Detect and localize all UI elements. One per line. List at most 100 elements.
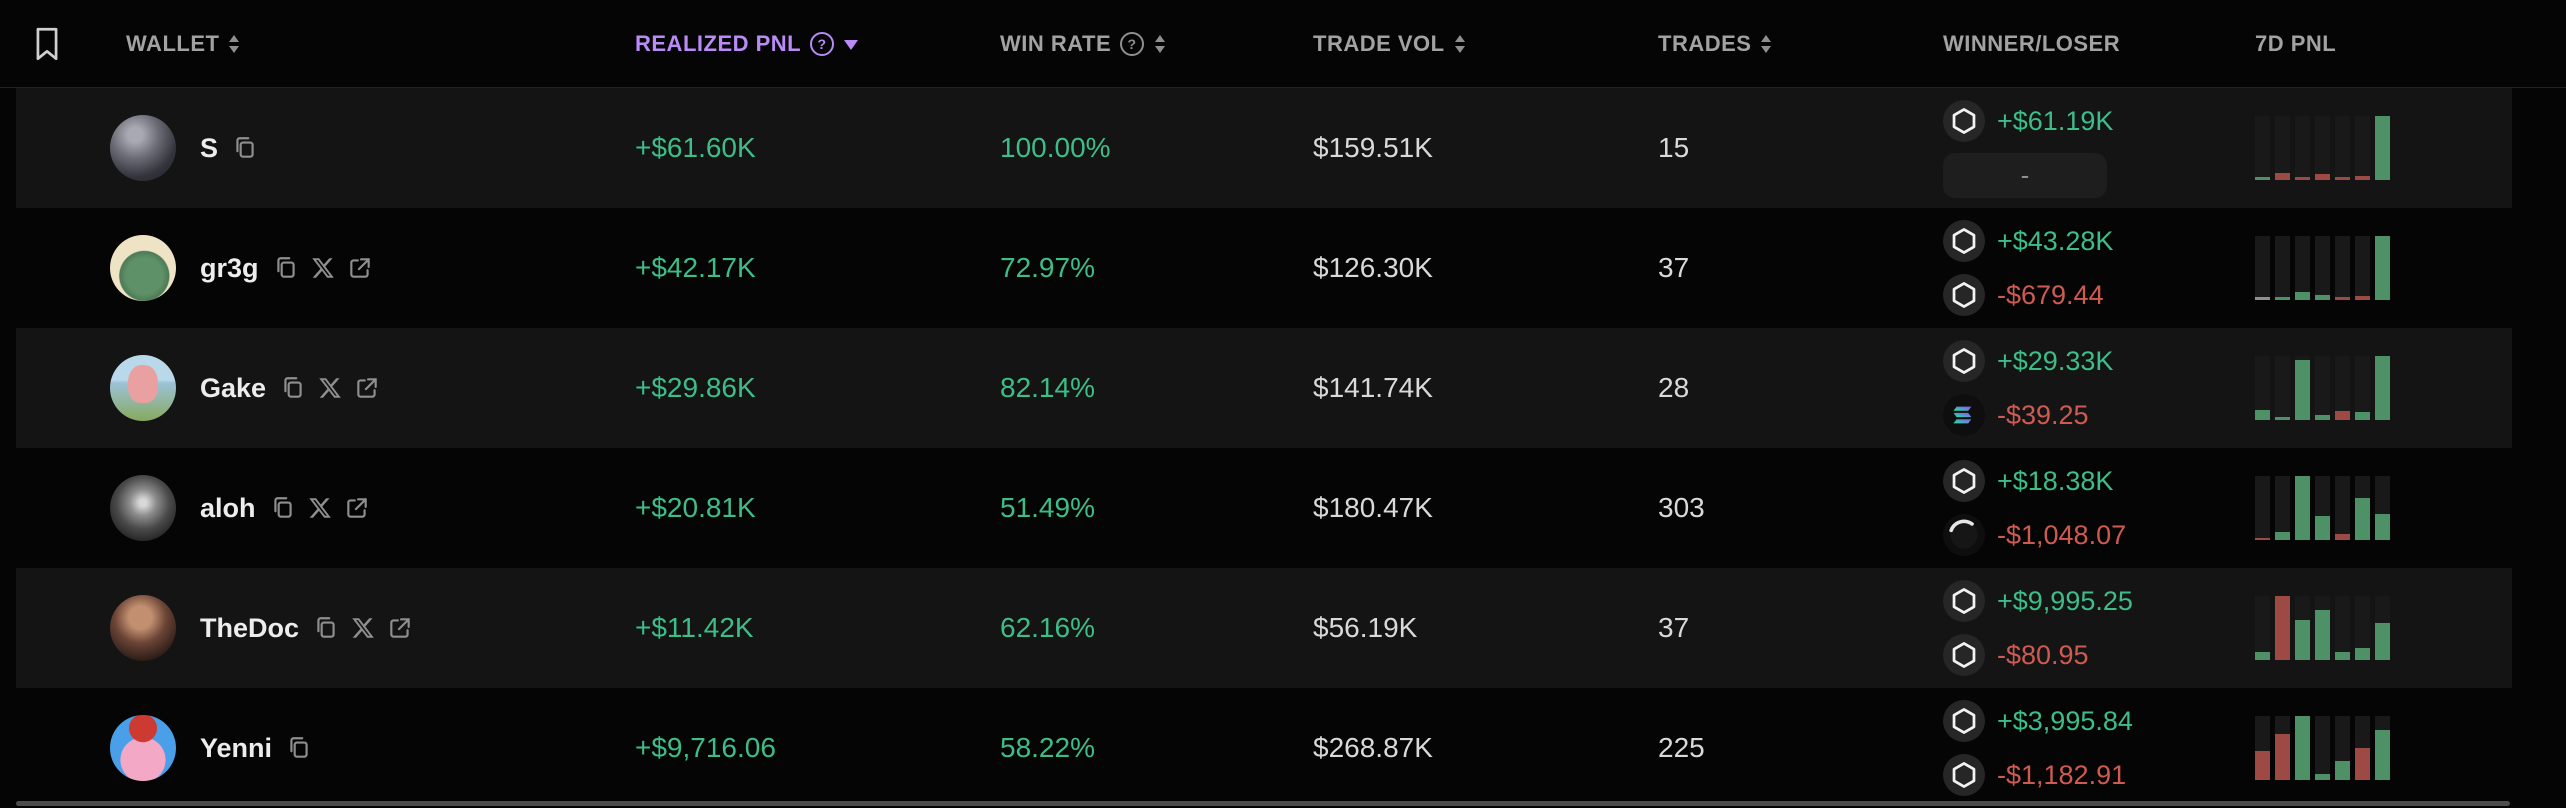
sparkline-bar bbox=[2355, 716, 2370, 780]
sparkline-bar bbox=[2275, 476, 2290, 540]
copy-address-icon[interactable] bbox=[280, 375, 306, 401]
realized-pnl-value: +$29.86K bbox=[635, 372, 756, 403]
win-rate-value: 72.97% bbox=[1000, 252, 1095, 283]
table-row[interactable]: Yenni +$9,716.06 58.22% $268.87K 225 bbox=[16, 688, 2512, 808]
copy-address-icon[interactable] bbox=[313, 615, 339, 641]
trades-value: 303 bbox=[1658, 492, 1705, 523]
sparkline-bar bbox=[2255, 716, 2270, 780]
loser-amount: -$39.25 bbox=[1997, 399, 2089, 430]
sparkline-bar bbox=[2355, 596, 2370, 660]
sparkline-bar bbox=[2375, 116, 2390, 180]
winner-amount: +$61.19K bbox=[1997, 105, 2114, 136]
sparkline-bar bbox=[2335, 356, 2350, 420]
x-twitter-icon[interactable] bbox=[318, 376, 342, 400]
realized-pnl-value: +$42.17K bbox=[635, 252, 756, 283]
column-label: WIN RATE bbox=[1000, 30, 1112, 56]
external-link-icon[interactable] bbox=[354, 375, 380, 401]
svg-text:?: ? bbox=[1128, 36, 1137, 52]
trade-vol-value: $141.74K bbox=[1313, 372, 1433, 403]
help-icon[interactable]: ? bbox=[1119, 31, 1145, 57]
loser-line[interactable]: -$1,182.91 bbox=[1943, 753, 2255, 798]
loser-amount: -$80.95 bbox=[1997, 639, 2089, 670]
external-link-icon[interactable] bbox=[387, 615, 413, 641]
copy-address-icon[interactable] bbox=[273, 255, 299, 281]
loser-amount: -$1,048.07 bbox=[1997, 519, 2127, 550]
sparkline-bar bbox=[2315, 116, 2330, 180]
sparkline-bar bbox=[2335, 476, 2350, 540]
x-twitter-icon[interactable] bbox=[308, 496, 332, 520]
win-rate-value: 82.14% bbox=[1000, 372, 1095, 403]
x-twitter-icon[interactable] bbox=[311, 256, 335, 280]
column-header-trades[interactable]: TRADES bbox=[1658, 31, 1943, 57]
copy-address-icon[interactable] bbox=[270, 495, 296, 521]
solana-icon bbox=[1943, 394, 1985, 436]
winner-line[interactable]: +$9,995.25 bbox=[1943, 579, 2255, 624]
loser-line[interactable]: -$80.95 bbox=[1943, 633, 2255, 678]
sparkline-bar bbox=[2295, 716, 2310, 780]
sparkline-bar bbox=[2355, 356, 2370, 420]
trades-value: 37 bbox=[1658, 612, 1690, 643]
column-label: WALLET bbox=[126, 30, 220, 56]
sparkline-bar bbox=[2275, 236, 2290, 300]
winner-line[interactable]: +$61.19K bbox=[1943, 99, 2255, 144]
sparkline-bar bbox=[2315, 476, 2330, 540]
help-icon[interactable]: ? bbox=[809, 31, 835, 57]
wallet-name: Gake bbox=[200, 372, 267, 403]
realized-pnl-value: +$9,716.06 bbox=[635, 732, 776, 763]
sparkline-bar bbox=[2315, 356, 2330, 420]
winner-token-icon bbox=[1943, 340, 1985, 382]
column-label: TRADES bbox=[1658, 30, 1752, 56]
x-twitter-icon[interactable] bbox=[351, 616, 375, 640]
loser-placeholder: - bbox=[1943, 152, 2107, 198]
trade-vol-value: $126.30K bbox=[1313, 252, 1433, 283]
sparkline-bar bbox=[2255, 596, 2270, 660]
loser-line[interactable]: -$1,048.07 bbox=[1943, 513, 2255, 558]
sparkline-bar bbox=[2295, 476, 2310, 540]
copy-address-icon[interactable] bbox=[286, 735, 312, 761]
copy-address-icon[interactable] bbox=[232, 135, 258, 161]
winner-line[interactable]: +$43.28K bbox=[1943, 219, 2255, 264]
avatar bbox=[110, 115, 176, 181]
winner-amount: +$3,995.84 bbox=[1997, 705, 2133, 736]
sparkline-bar bbox=[2375, 716, 2390, 780]
trades-value: 15 bbox=[1658, 132, 1690, 163]
trades-value: 37 bbox=[1658, 252, 1690, 283]
table-row[interactable]: TheDoc +$11.42K 62.16% $56.19K 37 bbox=[16, 568, 2512, 688]
table-row[interactable]: aloh +$20.81K 51.49% $180.47K 303 bbox=[16, 448, 2512, 568]
column-header-win-rate[interactable]: WIN RATE ? bbox=[1000, 31, 1313, 57]
horizontal-scrollbar[interactable] bbox=[16, 801, 2510, 806]
column-header-trade-vol[interactable]: TRADE VOL bbox=[1313, 31, 1658, 57]
winner-line[interactable]: +$18.38K bbox=[1943, 459, 2255, 504]
sparkline-bar bbox=[2295, 596, 2310, 660]
7d-pnl-sparkline bbox=[2255, 356, 2390, 420]
table-row[interactable]: Gake +$29.86K 82.14% $141.74K 28 bbox=[16, 328, 2512, 448]
sparkline-bar bbox=[2335, 716, 2350, 780]
wallet-name: TheDoc bbox=[200, 612, 300, 643]
column-header-wallet[interactable]: WALLET bbox=[126, 31, 241, 57]
loser-line[interactable]: -$39.25 bbox=[1943, 393, 2255, 438]
trade-vol-value: $180.47K bbox=[1313, 492, 1433, 523]
external-link-icon[interactable] bbox=[347, 255, 373, 281]
winner-amount: +$29.33K bbox=[1997, 345, 2114, 376]
table-row[interactable]: S +$61.60K 100.00% $159.51K 15 +$61. bbox=[16, 88, 2512, 208]
sparkline-bar bbox=[2375, 476, 2390, 540]
table-row[interactable]: gr3g +$42.17K 72.97% $126.30K 37 bbox=[16, 208, 2512, 328]
column-header-realized-pnl[interactable]: REALIZED PNL ? bbox=[635, 31, 1000, 57]
avatar bbox=[110, 475, 176, 541]
sparkline-bar bbox=[2355, 236, 2370, 300]
winner-token-icon bbox=[1943, 100, 1985, 142]
svg-text:?: ? bbox=[818, 36, 827, 52]
winner-token-icon bbox=[1943, 220, 1985, 262]
realized-pnl-value: +$20.81K bbox=[635, 492, 756, 523]
trades-value: 28 bbox=[1658, 372, 1690, 403]
table-body: S +$61.60K 100.00% $159.51K 15 +$61. bbox=[0, 88, 2566, 808]
trade-vol-value: $268.87K bbox=[1313, 732, 1433, 763]
loser-line[interactable]: -$679.44 bbox=[1943, 273, 2255, 318]
column-header-winner-loser: WINNER/LOSER bbox=[1943, 31, 2255, 57]
7d-pnl-sparkline bbox=[2255, 116, 2390, 180]
bookmark-filter-icon[interactable] bbox=[33, 27, 63, 61]
winner-line[interactable]: +$3,995.84 bbox=[1943, 699, 2255, 744]
winner-line[interactable]: +$29.33K bbox=[1943, 339, 2255, 384]
external-link-icon[interactable] bbox=[344, 495, 370, 521]
